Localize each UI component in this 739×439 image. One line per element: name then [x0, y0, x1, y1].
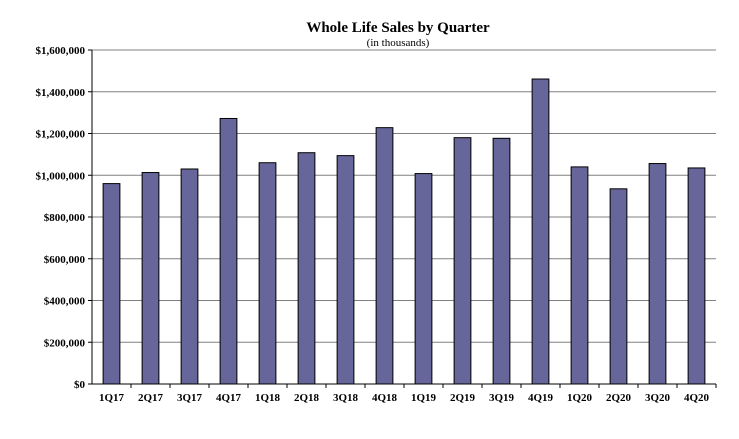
chart-subtitle: (in thousands): [367, 37, 430, 49]
y-tick-label: $1,000,000: [36, 170, 86, 182]
y-tick-label: $1,200,000: [36, 129, 86, 141]
x-tick-label: 4Q20: [684, 392, 710, 404]
bars: [102, 78, 706, 385]
bar-1Q20: [570, 166, 589, 385]
y-tick-label: $800,000: [44, 212, 86, 224]
bar-2Q18: [297, 152, 316, 385]
y-tick-label: $1,400,000: [36, 87, 86, 99]
x-tick-label: 2Q18: [294, 392, 320, 404]
x-tick-label: 3Q18: [333, 392, 359, 404]
x-tick-label: 1Q19: [411, 392, 437, 404]
bar-1Q19: [414, 173, 433, 385]
bar-4Q19: [531, 78, 550, 385]
x-tick-label: 1Q20: [567, 392, 593, 404]
x-tick-label: 1Q18: [255, 392, 281, 404]
bar-3Q17: [180, 168, 199, 385]
x-tick-label: 4Q19: [528, 392, 554, 404]
bar-4Q20: [687, 167, 706, 385]
bar-3Q18: [336, 155, 355, 385]
x-tick-label: 3Q20: [645, 392, 671, 404]
y-axis-ticks: $0 $200,000 $400,000 $600,000 $800,000 $1,000…: [36, 45, 92, 391]
bar-1Q18: [258, 162, 277, 385]
y-tick-label: $0: [74, 379, 86, 391]
y-tick-label: $600,000: [44, 254, 86, 266]
y-tick-label: $200,000: [44, 337, 86, 349]
bar-4Q17: [219, 117, 238, 385]
y-tick-label: $1,600,000: [36, 45, 86, 57]
x-tick-label: 1Q17: [99, 392, 125, 404]
x-axis-ticks: 1Q17 2Q17 3Q17 4Q17 1Q18 2Q18 3Q18 4Q18 1Q19 2Q19…: [99, 384, 717, 404]
x-tick-label: 4Q17: [216, 392, 242, 404]
bar-2Q19: [453, 137, 472, 385]
x-tick-label: 3Q19: [489, 392, 515, 404]
y-tick-label: $400,000: [44, 296, 86, 308]
x-tick-label: 4Q18: [372, 392, 398, 404]
x-tick-label: 2Q20: [606, 392, 632, 404]
bar-1Q17: [102, 183, 121, 385]
x-tick-label: 2Q19: [450, 392, 476, 404]
bar-3Q20: [648, 163, 667, 385]
bar-2Q17: [141, 172, 160, 385]
bar-3Q19: [492, 137, 511, 385]
bar-2Q20: [609, 188, 628, 385]
bar-4Q18: [375, 127, 394, 385]
x-tick-label: 2Q17: [138, 392, 164, 404]
chart-title: Whole Life Sales by Quarter: [306, 20, 490, 36]
x-tick-label: 3Q17: [177, 392, 203, 404]
